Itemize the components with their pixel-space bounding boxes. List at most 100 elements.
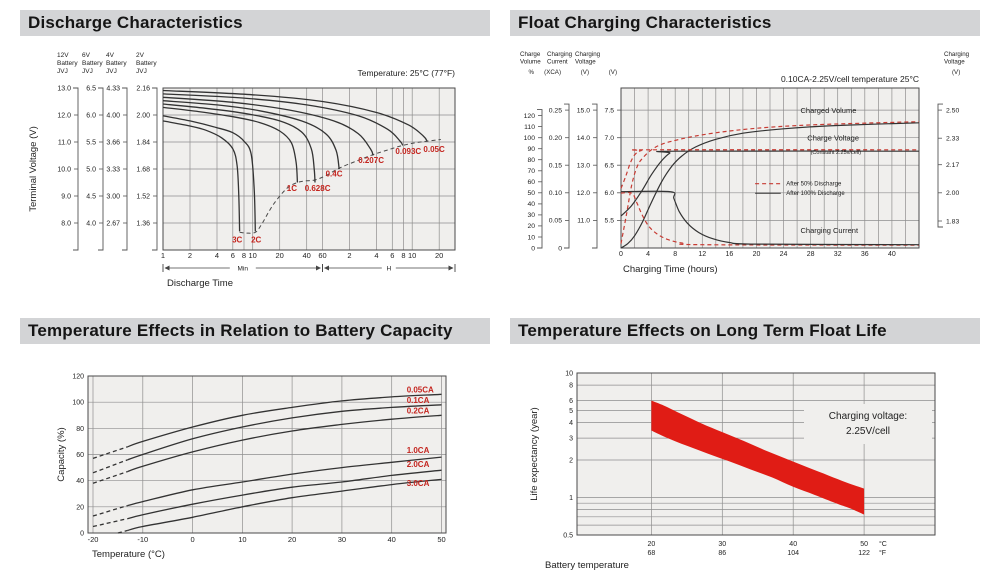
y-tick-label: 5.0 xyxy=(86,167,96,174)
battery-axis-header: 4V xyxy=(106,52,115,59)
y-tick-label: 4.0 xyxy=(86,221,96,228)
y-tick-label: 5.5 xyxy=(605,218,615,225)
x-tick-label: 20 xyxy=(435,251,443,260)
x-tick-label-f: 122 xyxy=(858,550,870,557)
series-charged-volume-50 xyxy=(620,121,920,244)
y-tick-label: 3 xyxy=(569,436,573,443)
x-tick-label: 8 xyxy=(401,251,405,260)
x-tick-label: 1 xyxy=(161,251,165,260)
float-life-band xyxy=(651,400,865,515)
battery-axis-header: Battery xyxy=(57,60,78,67)
arrowhead-icon xyxy=(316,265,321,271)
axis-bracket xyxy=(592,103,598,249)
x-axis-title: Battery temperature xyxy=(545,560,629,571)
x-axis-title: Charging Time (hours) xyxy=(623,264,718,275)
y-tick-label: 2.50 xyxy=(946,107,959,114)
y-tick-label: 0 xyxy=(531,245,535,252)
y-tick-label: 1.83 xyxy=(946,218,959,225)
series-0.2CA-dashed xyxy=(92,470,129,484)
temperature-annotation: Temperature: 25°C (77°F) xyxy=(357,68,455,78)
y-axis-title: Capacity (%) xyxy=(56,427,67,481)
discharge-panel-title: Discharge Characteristics xyxy=(20,10,490,36)
y-tick-label: 4 xyxy=(569,420,573,427)
arrowhead-icon xyxy=(448,265,454,271)
y-axis-title: Life expectancy (year) xyxy=(529,407,540,500)
y-tick-label: 70 xyxy=(527,168,535,175)
series-2.0CA-dashed xyxy=(92,517,128,528)
curve-label: 1C xyxy=(287,184,297,193)
x-tick-label: 0 xyxy=(191,535,195,544)
y-tick-label: 7.5 xyxy=(605,107,615,114)
x-axis-title: Discharge Time xyxy=(167,278,233,289)
series-0.093C xyxy=(162,93,404,146)
x-tick-label: 40 xyxy=(888,251,896,258)
axis-bracket xyxy=(564,103,570,249)
y-tick-label: 60 xyxy=(76,452,84,459)
x-tick-label: 8 xyxy=(242,251,246,260)
y-tick-label: 40 xyxy=(76,478,84,485)
battery-axis-header: JVJ xyxy=(57,68,68,75)
y-tick-label: 0 xyxy=(558,245,562,252)
y-tick-label: 2 xyxy=(569,458,573,465)
y-tick-label: 0.05 xyxy=(549,218,562,225)
y-tick-label: 120 xyxy=(524,113,536,120)
x-tick-label: 30 xyxy=(338,535,346,544)
unit-fahrenheit: °F xyxy=(879,549,886,557)
series-2C xyxy=(162,115,256,232)
battery-axis-header: 6V xyxy=(82,52,91,59)
curve-label: 3.0CA xyxy=(407,479,430,488)
y-tick-label: 10 xyxy=(527,234,535,241)
series-1.0CA xyxy=(127,456,442,507)
range-label: H xyxy=(386,266,391,273)
float-life-chart: Charging voltage:2.25V/cell1086543210.52… xyxy=(529,371,936,571)
y-tick-label: 6.0 xyxy=(86,113,96,120)
float-charging-panel: Float Charging Characteristics Charged V… xyxy=(510,10,980,286)
x-tick-label: 50 xyxy=(437,535,445,544)
y-tick-label: 1.68 xyxy=(136,167,150,174)
series-0.2CA xyxy=(127,414,442,473)
y-tick-label: 0.5 xyxy=(563,533,573,540)
series-charge-voltage-50 xyxy=(620,149,920,189)
axis-header: Voltage xyxy=(575,59,596,66)
y-tick-label: 12.0 xyxy=(57,113,71,120)
axis-unit: % xyxy=(528,69,534,76)
x-tick-label: 40 xyxy=(388,535,396,544)
axis-unit: (V) xyxy=(609,69,617,76)
float-charging-panel-title: Float Charging Characteristics xyxy=(510,10,980,36)
curve-label: 0.207C xyxy=(358,156,384,165)
x-tick-label: 10 xyxy=(238,535,246,544)
y-tick-label: 80 xyxy=(527,157,535,164)
note-text: 2.25V/cell xyxy=(846,426,890,437)
x-tick-label: -20 xyxy=(88,535,99,544)
y-tick-label: 12.0 xyxy=(577,190,590,197)
y-axis-title: Terminal Voltage (V) xyxy=(28,126,39,212)
x-tick-label: 36 xyxy=(861,251,869,258)
unit-celsius: °C xyxy=(879,540,887,548)
plot-border xyxy=(620,87,920,249)
battery-axis-header: Battery xyxy=(106,60,127,67)
y-tick-label: 0.25 xyxy=(549,107,562,114)
y-tick-label: 11.0 xyxy=(58,140,71,147)
y-tick-label: 2.00 xyxy=(946,190,959,197)
y-tick-label: 2.33 xyxy=(946,136,959,143)
y-tick-label: 30 xyxy=(527,212,535,219)
curve-label: 1.0CA xyxy=(407,446,430,455)
y-tick-label: 9.0 xyxy=(61,194,71,201)
x-tick-label: 2 xyxy=(347,251,351,260)
legend-label: After 100% Discharge xyxy=(786,191,845,197)
x-tick-label: 28 xyxy=(807,251,815,258)
plot-border xyxy=(162,87,456,251)
y-tick-label: 90 xyxy=(527,146,535,153)
axis-header: Current xyxy=(547,59,568,66)
y-tick-label: 4.5 xyxy=(86,194,96,201)
curve-label: 0.05CA xyxy=(407,385,434,394)
capacity-panel-title: Temperature Effects in Relation to Batte… xyxy=(20,318,490,344)
x-tick-label: 40 xyxy=(303,251,311,260)
arrowhead-icon xyxy=(324,265,329,271)
y-tick-label: 5 xyxy=(569,408,573,415)
curve-label: (Constant 2.25v/cell) xyxy=(811,150,862,156)
y-tick-label: 2.00 xyxy=(136,113,150,120)
series-3.0CA-dashed xyxy=(117,529,128,534)
y-tick-label: 120 xyxy=(72,374,84,381)
series-0.207C xyxy=(162,96,374,156)
